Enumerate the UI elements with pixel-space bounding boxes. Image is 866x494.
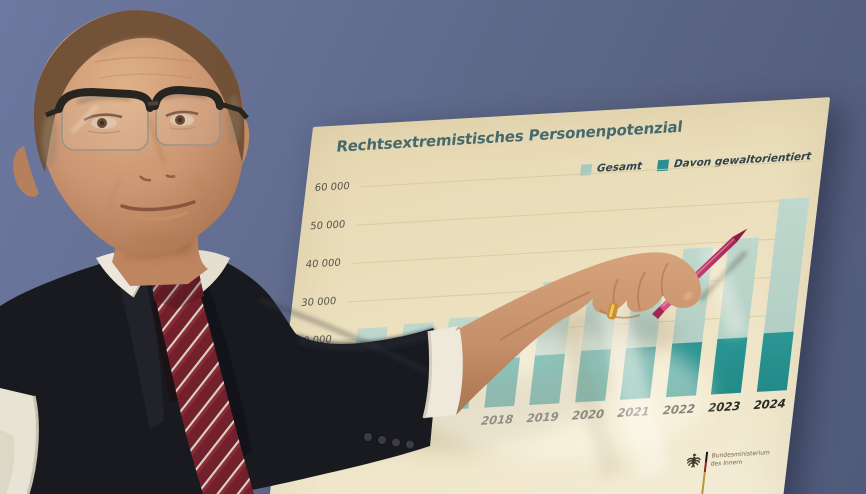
bar-violent-2019	[529, 353, 566, 405]
x-tick-label: 2023	[707, 398, 742, 415]
bundesadler-icon	[686, 453, 701, 468]
x-tick-label: 2019	[525, 409, 560, 426]
x-tick-label: 2020	[571, 406, 605, 423]
bar-violent-2021	[620, 346, 657, 400]
x-tick-label: 2018	[480, 411, 515, 428]
bar-violent-2022	[665, 341, 702, 398]
chart-plot: 60 000 50 000 40 000 30 000 20 000 2018 2019 20…	[249, 97, 830, 494]
bar-violent-2015	[347, 368, 383, 416]
chart-poster: Rechtsextremistisches Personenpotenzial …	[249, 97, 831, 494]
bar-violent-2017	[438, 359, 475, 411]
bar-violent-2018	[483, 357, 520, 408]
bar-violent-2020	[574, 349, 611, 403]
bar-violent-2024	[756, 331, 794, 392]
x-tick-label: 2021	[616, 404, 651, 421]
bar-violent-2016	[392, 364, 429, 413]
bmi-logo: Bundesministerium des Innern	[678, 447, 771, 494]
y-tick-label: 50 000	[309, 219, 346, 233]
x-tick-label: 2022	[662, 401, 696, 418]
y-tick-label: 40 000	[305, 257, 342, 271]
y-tick-label: 30 000	[300, 295, 337, 310]
bar-violent-2023	[710, 337, 748, 395]
y-tick-label: 20 000	[296, 334, 333, 348]
y-tick-label: 60 000	[314, 180, 351, 195]
grid-line	[355, 198, 808, 226]
ministry-name: Bundesministerium des Innern	[710, 447, 770, 468]
x-tick-label: 2024	[752, 396, 787, 413]
grid-line	[360, 160, 812, 188]
